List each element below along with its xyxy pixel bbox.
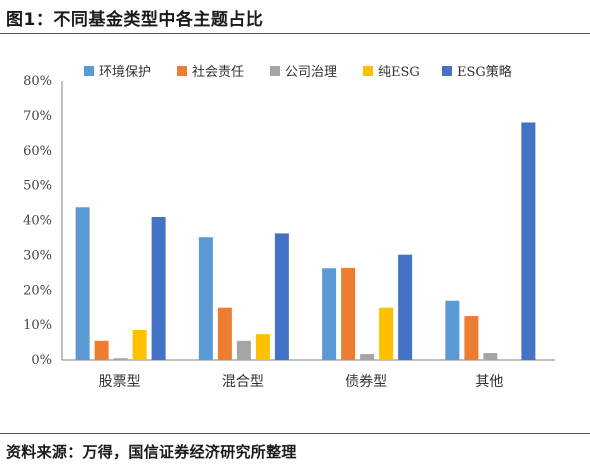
bar [464, 316, 479, 360]
legend-label: ESG策略 [457, 64, 512, 80]
bar [521, 122, 536, 360]
bar [217, 307, 232, 360]
bar [341, 267, 356, 360]
legend-swatch [84, 66, 94, 76]
bar [94, 340, 109, 360]
y-tick-label: 30% [23, 248, 52, 263]
bar [398, 254, 413, 360]
bar [113, 358, 128, 360]
x-category-label: 股票型 [99, 374, 141, 390]
bar [198, 237, 213, 360]
y-tick-label: 80% [23, 74, 52, 89]
bar-chart: 0% 10% 20% 30% 40% 50% 60% 70% 80% 股票型 混合型 债券型 其他 环境保… [0, 40, 590, 428]
legend-swatch [270, 66, 280, 76]
y-tick-label: 20% [23, 283, 52, 298]
y-tick-label: 10% [23, 318, 52, 333]
legend-swatch [363, 66, 373, 76]
x-category-label: 债券型 [345, 374, 387, 390]
bar [151, 217, 166, 360]
source-note: 资料来源：万得，国信证券经济研究所整理 [6, 443, 297, 461]
bar [132, 330, 147, 360]
y-tick-label: 40% [23, 214, 52, 229]
y-tick-label: 0% [31, 353, 52, 368]
legend-label: 纯ESG [378, 65, 420, 80]
legend-swatch [442, 66, 452, 76]
y-tick-label: 70% [23, 109, 52, 124]
bar [255, 334, 270, 360]
legend-label: 环境保护 [99, 65, 151, 80]
bar [322, 268, 337, 360]
legend-label: 公司治理 [285, 65, 337, 80]
bar-chart-svg: 0% 10% 20% 30% 40% 50% 60% 70% 80% 股票型 混合型 债券型 其他 环境保… [23, 64, 555, 390]
y-tick-label: 60% [23, 144, 52, 159]
source-rule [0, 433, 590, 434]
bar [445, 300, 460, 360]
x-category-label: 其他 [475, 374, 503, 390]
bar [75, 207, 90, 360]
bar [274, 233, 289, 360]
x-category-label: 混合型 [222, 374, 264, 390]
bar [379, 307, 394, 360]
legend-swatch [177, 66, 187, 76]
bar [360, 354, 375, 360]
title-rule [0, 33, 590, 34]
bar [483, 353, 498, 360]
figure-title: 图1：不同基金类型中各主题占比 [6, 10, 264, 30]
legend-label: 社会责任 [192, 64, 244, 80]
y-tick-label: 50% [23, 179, 52, 194]
bar [236, 340, 251, 360]
